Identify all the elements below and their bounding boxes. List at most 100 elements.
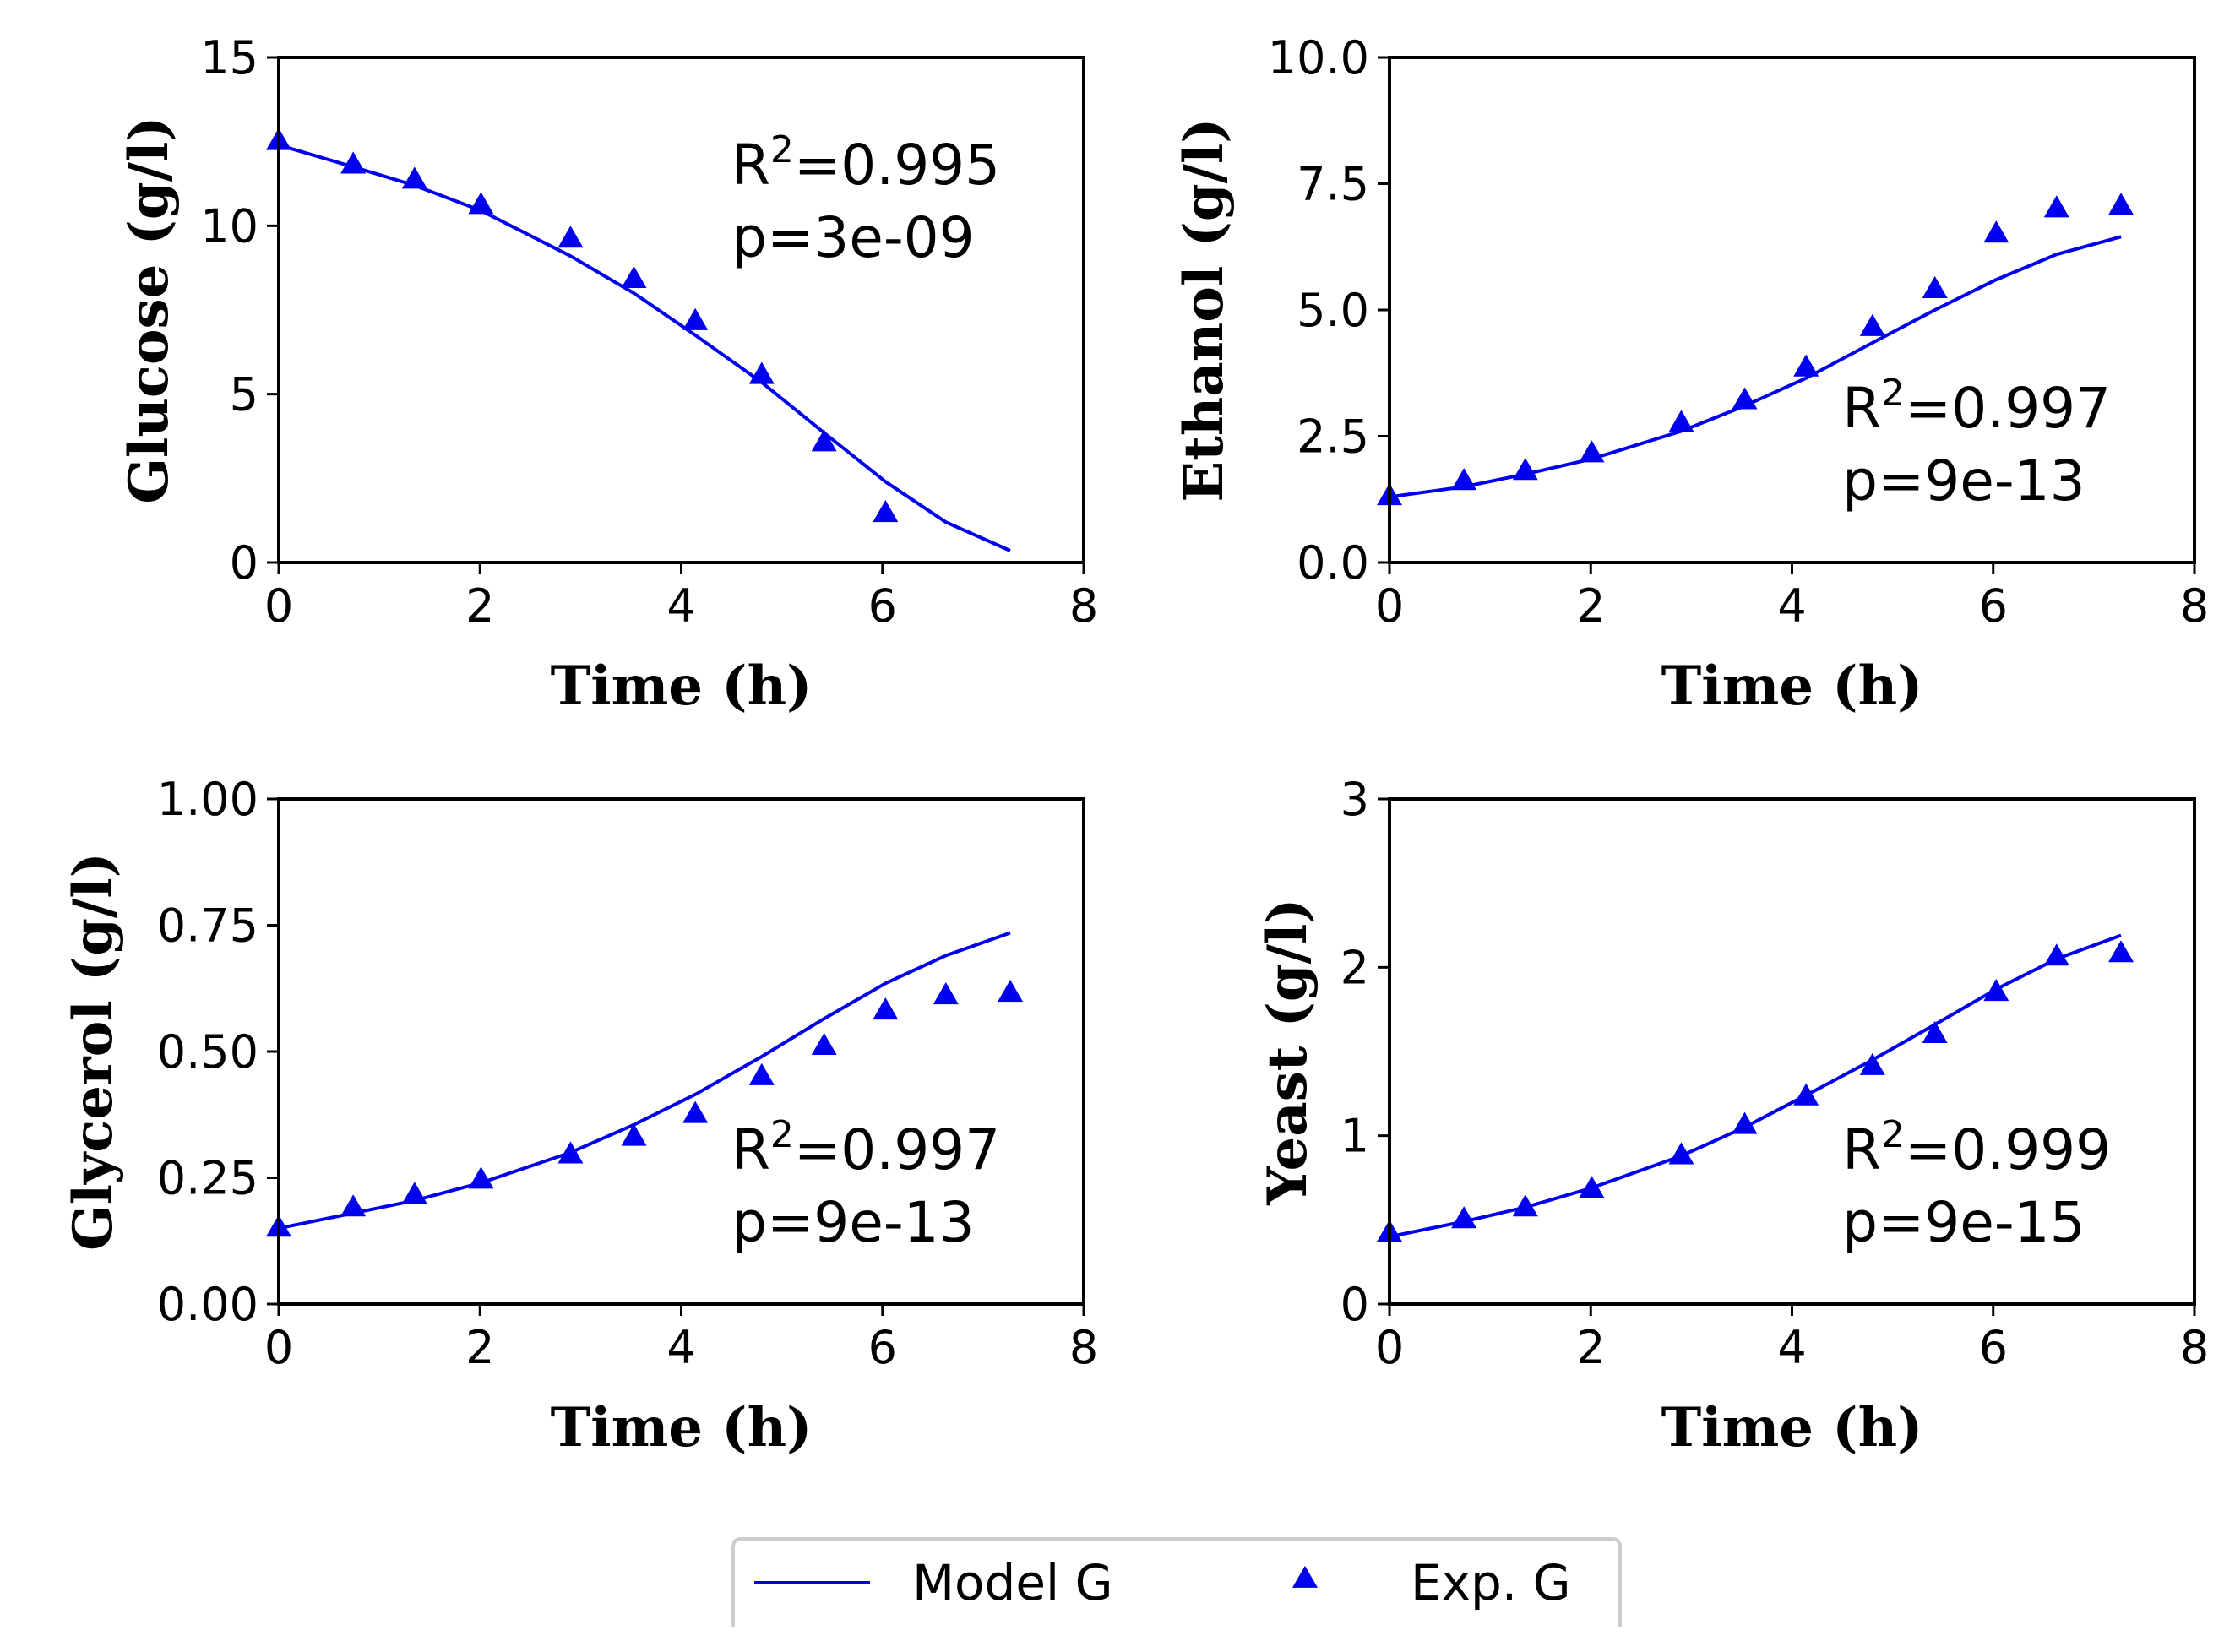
x-tick-label-glucose: 4 xyxy=(666,579,695,633)
exp-point-yeast xyxy=(1512,1194,1538,1217)
exp-point-yeast xyxy=(1451,1206,1477,1229)
legend-label-model: Model G xyxy=(912,1554,1113,1611)
exp-point-glucose xyxy=(873,500,899,523)
y-tick-label-ethanol: 7.5 xyxy=(1297,158,1369,211)
legend-frame xyxy=(731,1537,1622,1627)
y-axis-label-yeast: Yeast (g/l) xyxy=(1256,898,1319,1205)
x-tick-label-yeast: 8 xyxy=(2180,1321,2209,1374)
legend: Model G Exp. G xyxy=(731,1537,1622,1627)
x-tick-label-glucose: 0 xyxy=(264,579,293,633)
y-tick-label-glucose: 15 xyxy=(200,31,258,84)
exp-point-glucose xyxy=(401,166,427,189)
exp-point-yeast xyxy=(2108,940,2134,963)
exp-point-glycerol xyxy=(468,1166,494,1189)
x-tick-label-glucose: 2 xyxy=(465,579,494,633)
exp-point-glycerol xyxy=(682,1100,709,1123)
exp-point-glucose xyxy=(621,265,647,289)
x-axis-label-glycerol: Time (h) xyxy=(551,1396,813,1459)
panel-yeast: 0 2 4 6 8 0 1 2 3 Time (h) Yeast (g/l) R2=0.999 p=9e… xyxy=(1256,773,2209,1459)
y-tick-label-glucose: 5 xyxy=(230,368,258,421)
exp-point-glycerol xyxy=(873,997,899,1020)
y-tick-label-glucose: 10 xyxy=(200,199,258,253)
x-tick-label-ethanol: 0 xyxy=(1375,579,1404,633)
y-axis-label-glucose: Glucose (g/l) xyxy=(117,116,181,503)
exp-point-glycerol xyxy=(811,1032,837,1055)
y-tick-label-glucose: 0 xyxy=(230,536,258,590)
x-tick-label-yeast: 6 xyxy=(1979,1321,2008,1374)
model-line-yeast xyxy=(1389,933,2122,1239)
x-tick-label-ethanol: 6 xyxy=(1979,579,2008,633)
exp-point-glycerol xyxy=(621,1123,647,1146)
x-tick-label-glucose: 8 xyxy=(1069,579,1098,633)
exp-point-yeast xyxy=(2043,943,2069,966)
x-axis-label-yeast: Time (h) xyxy=(1661,1396,1923,1459)
y-tick-label-yeast: 3 xyxy=(1340,773,1369,826)
y-axis-label-glycerol: Glycerol (g/l) xyxy=(62,852,125,1251)
exp-point-glycerol xyxy=(998,980,1024,1003)
panel-glycerol: 0 2 4 6 8 0.00 0.25 0.50 0.75 1.00 Time (h) Glycero… xyxy=(62,773,1098,1459)
exp-point-glucose xyxy=(682,307,709,330)
y-tick-label-glycerol: 0.50 xyxy=(157,1025,258,1079)
y-tick-label-yeast: 1 xyxy=(1340,1110,1369,1163)
y-tick-label-glycerol: 0.75 xyxy=(157,899,258,953)
exp-point-yeast xyxy=(1668,1142,1694,1165)
exp-point-ethanol xyxy=(1512,458,1538,481)
exp-point-ethanol xyxy=(1451,468,1477,491)
p-annotation-yeast: p=9e-15 xyxy=(1842,1190,2085,1255)
exp-point-glycerol xyxy=(340,1194,367,1217)
exp-point-yeast xyxy=(1859,1052,1885,1075)
exp-point-yeast xyxy=(1579,1176,1605,1198)
y-tick-label-yeast: 0 xyxy=(1340,1278,1369,1331)
x-axis-label-ethanol: Time (h) xyxy=(1661,655,1923,718)
x-tick-label-glycerol: 0 xyxy=(264,1321,293,1374)
exp-point-ethanol xyxy=(2043,195,2069,218)
y-axis-label-ethanol: Ethanol (g/l) xyxy=(1172,117,1236,502)
exp-point-glucose xyxy=(468,192,494,215)
x-axis-label-glucose: Time (h) xyxy=(551,655,813,718)
exp-point-yeast xyxy=(1983,979,2009,1002)
exp-point-ethanol xyxy=(1668,410,1694,432)
y-tick-label-ethanol: 2.5 xyxy=(1297,410,1369,464)
model-line-glucose xyxy=(278,143,1011,552)
r2-annotation-ethanol: R2=0.997 xyxy=(1842,372,2111,441)
exp-point-yeast xyxy=(1793,1083,1819,1106)
x-tick-label-glycerol: 8 xyxy=(1069,1321,1098,1374)
exp-point-ethanol xyxy=(1579,440,1605,463)
x-tick-label-ethanol: 2 xyxy=(1576,579,1605,633)
exp-point-ethanol xyxy=(1859,313,1885,336)
exp-point-glucose xyxy=(811,429,837,452)
x-tick-label-glycerol: 6 xyxy=(868,1321,897,1374)
exp-point-yeast xyxy=(1922,1020,1948,1043)
r2-annotation-yeast: R2=0.999 xyxy=(1842,1113,2111,1182)
x-tick-label-glucose: 6 xyxy=(868,579,897,633)
exp-point-ethanol xyxy=(1732,387,1758,410)
x-tick-label-ethanol: 4 xyxy=(1777,579,1806,633)
y-tick-label-ethanol: 5.0 xyxy=(1297,284,1369,337)
x-tick-label-ethanol: 8 xyxy=(2180,579,2209,633)
exp-point-ethanol xyxy=(1793,354,1819,377)
exp-point-glycerol xyxy=(557,1141,584,1164)
y-tick-label-ethanol: 10.0 xyxy=(1268,31,1369,84)
exp-point-ethanol xyxy=(2108,193,2134,215)
exp-point-glucose xyxy=(748,361,775,384)
panel-ethanol: 0 2 4 6 8 0.0 2.5 5.0 7.5 10.0 Time (h) Ethanol (g/… xyxy=(1172,31,2209,718)
exp-point-glycerol xyxy=(401,1182,427,1204)
r2-annotation-glycerol: R2=0.997 xyxy=(731,1113,1000,1182)
exp-point-glycerol xyxy=(748,1062,775,1085)
exp-point-yeast xyxy=(1732,1111,1758,1134)
p-annotation-glucose: p=3e-09 xyxy=(731,205,975,270)
y-tick-label-glycerol: 0.00 xyxy=(157,1278,258,1331)
x-tick-label-glycerol: 2 xyxy=(465,1321,494,1374)
p-annotation-glycerol: p=9e-13 xyxy=(731,1190,975,1255)
x-tick-label-yeast: 4 xyxy=(1777,1321,1806,1374)
exp-point-ethanol xyxy=(1983,220,2009,243)
legend-label-exp: Exp. G xyxy=(1411,1554,1571,1611)
x-tick-label-yeast: 0 xyxy=(1375,1321,1404,1374)
exp-point-glucose xyxy=(557,226,584,248)
exp-point-ethanol xyxy=(1922,275,1948,298)
x-tick-label-glycerol: 4 xyxy=(666,1321,695,1374)
y-tick-label-glycerol: 0.25 xyxy=(157,1152,258,1205)
y-tick-label-glycerol: 1.00 xyxy=(157,773,258,826)
p-annotation-ethanol: p=9e-13 xyxy=(1842,448,2085,514)
